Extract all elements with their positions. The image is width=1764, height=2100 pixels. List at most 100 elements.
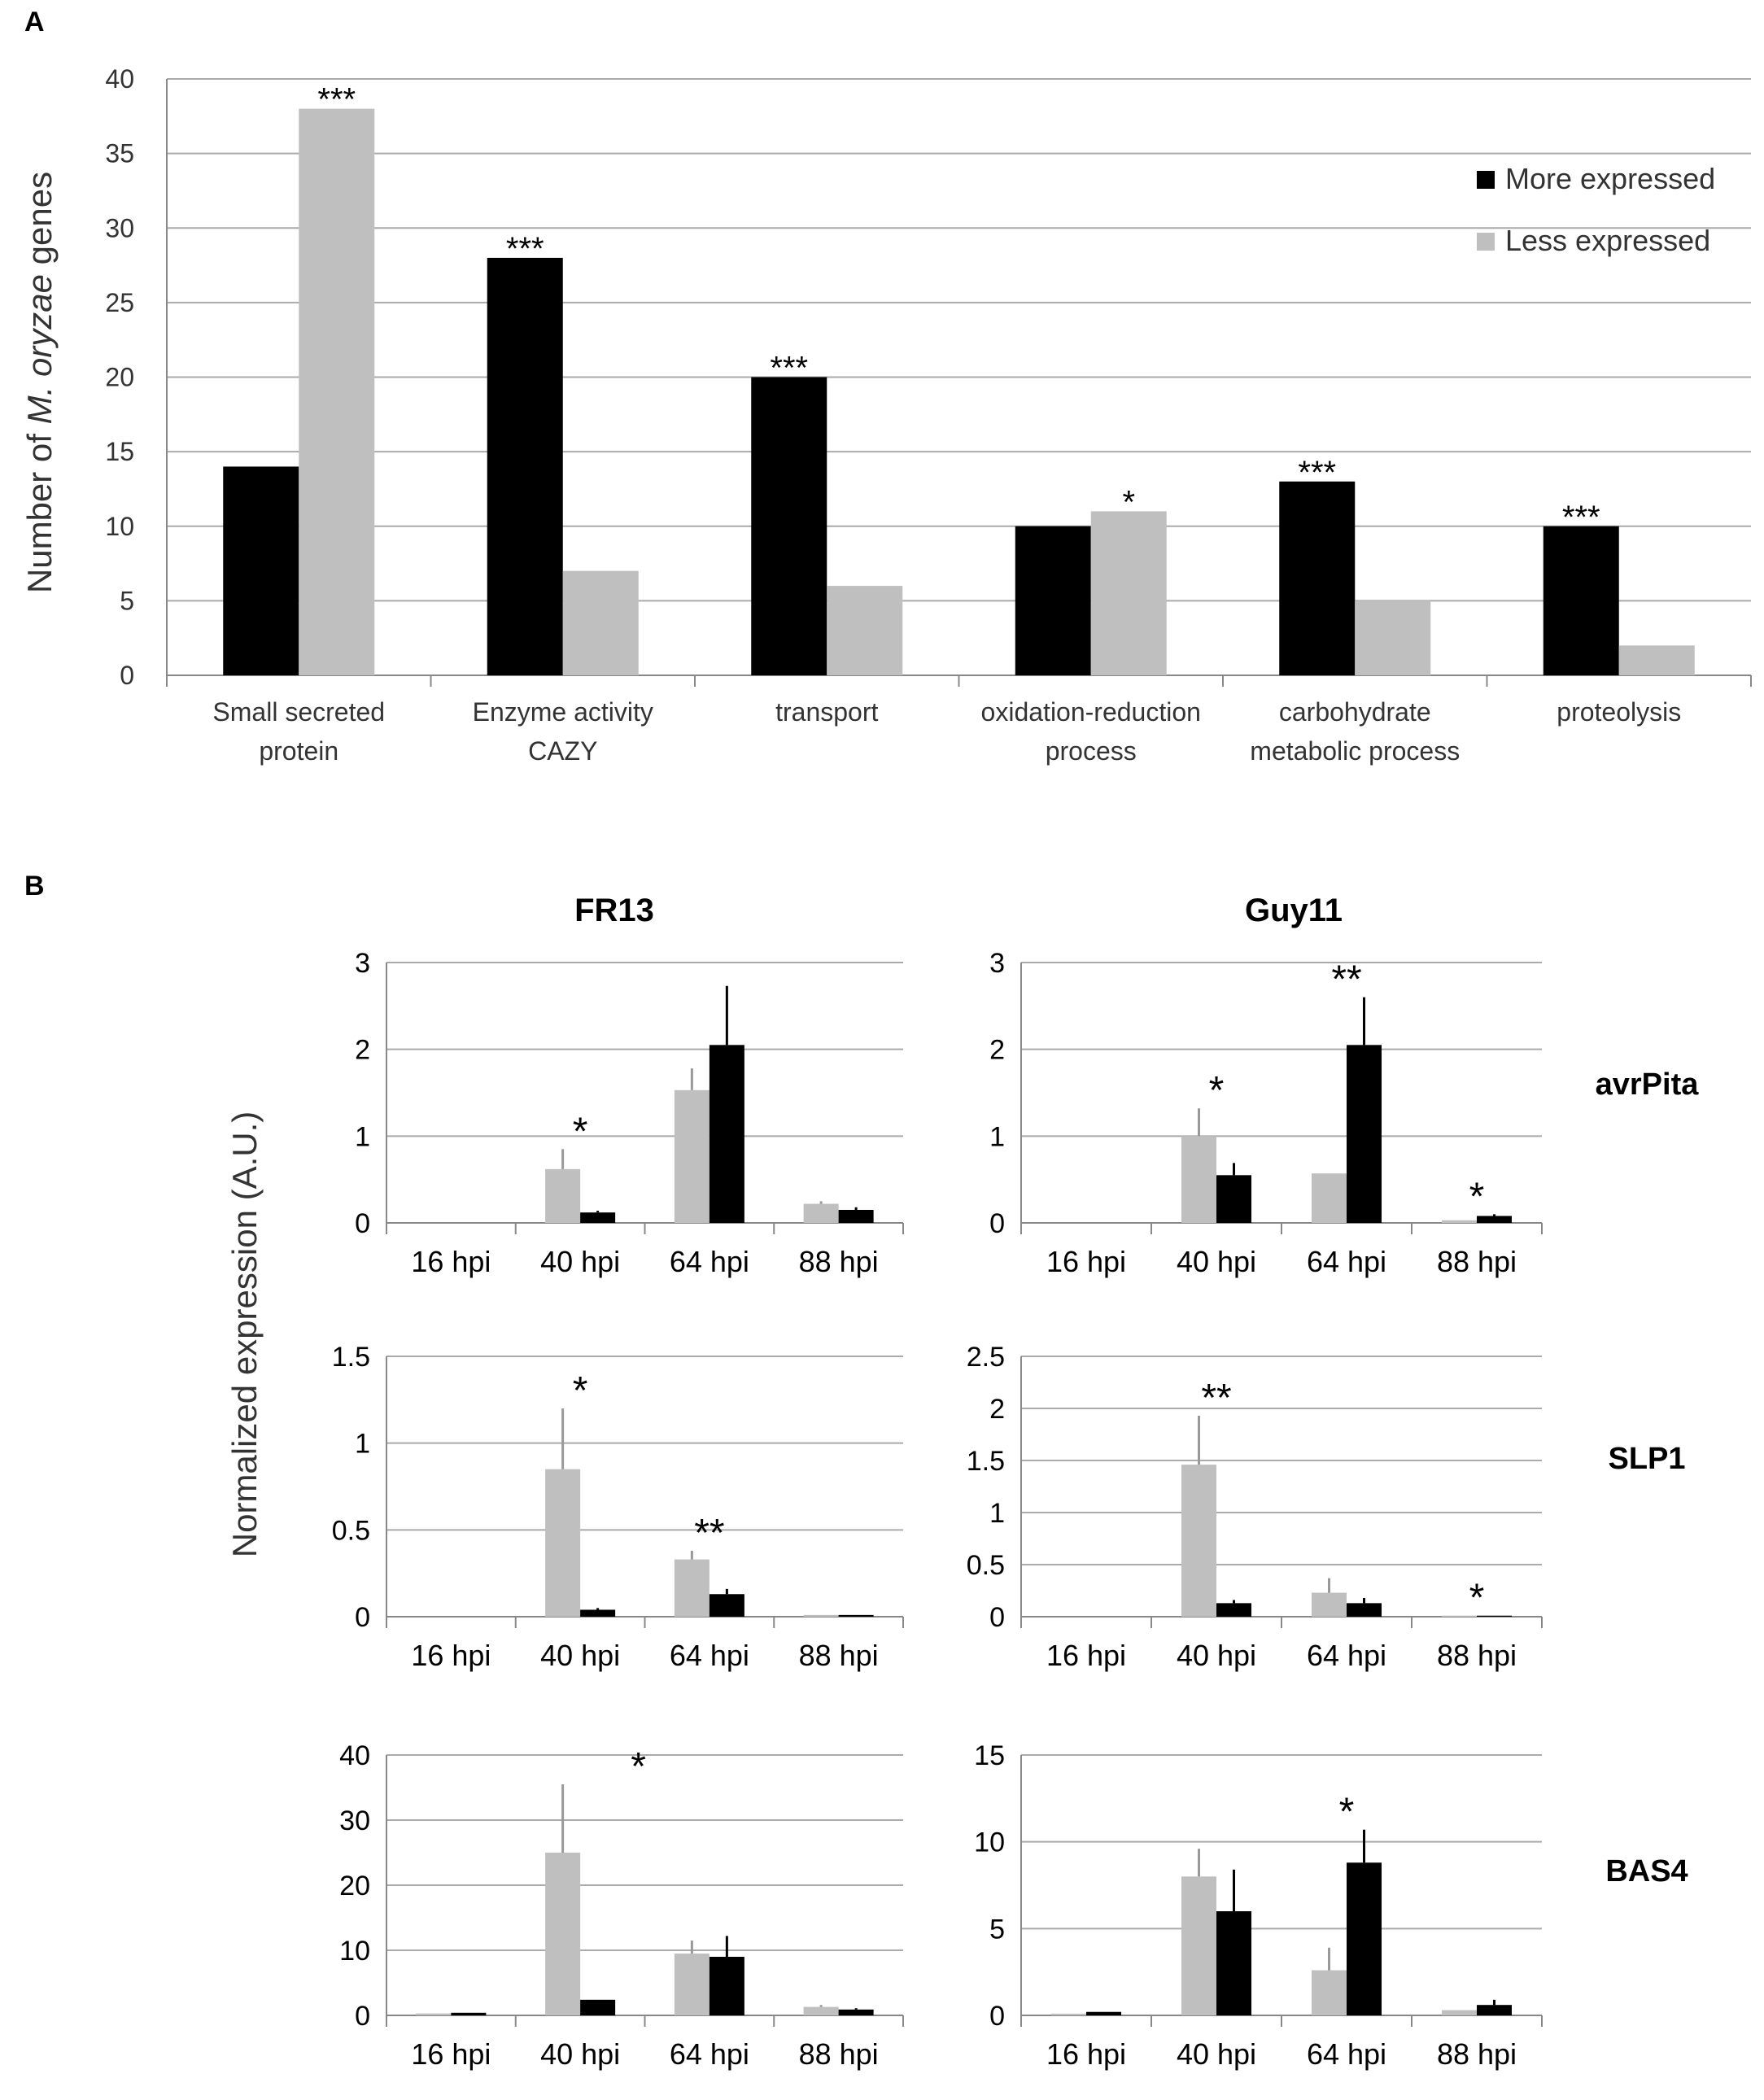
a-category-label: oxidation-reduction <box>981 697 1201 727</box>
a-significance-mark: *** <box>506 231 544 267</box>
b-ytick-label: 10 <box>974 1827 1005 1858</box>
a-ylabel-part: genes <box>20 172 59 274</box>
b-category-label: 16 hpi <box>1046 1245 1126 1278</box>
b-bar-less <box>1442 1615 1477 1617</box>
b-bar-less <box>545 1469 581 1617</box>
b-ytick-label: 0 <box>989 1208 1005 1239</box>
b-bar-less <box>1181 1136 1216 1223</box>
b-bar-less <box>674 1559 710 1617</box>
b-bar-more <box>580 1609 616 1617</box>
b-category-label: 64 hpi <box>670 1639 749 1672</box>
b-bar-less <box>1312 1592 1347 1617</box>
b-category-label: 40 hpi <box>540 1639 620 1672</box>
a-ytick-label: 25 <box>105 288 134 317</box>
panel-b-label: B <box>24 871 45 902</box>
b-bar-more <box>1216 1175 1251 1223</box>
b-chart-b-fr13-bas4: 0 10 20 30 40 16 hpi 40 hpi 64 hpi 88 hpi * <box>339 1740 904 2071</box>
a-bar-more <box>1279 481 1356 675</box>
row-label-bas4: BAS4 <box>1605 1854 1688 1888</box>
b-chart-b-fr13-slp1: 00.511.516 hpi 40 hpi 64 hpi 88 hpi*** <box>332 1342 904 1672</box>
a-ytick-label: 35 <box>105 139 134 168</box>
b-bar-less <box>545 1853 581 2015</box>
b-category-label: 16 hpi <box>1046 1639 1126 1672</box>
a-significance-mark: *** <box>317 82 356 118</box>
b-ytick-label: 1 <box>989 1498 1005 1529</box>
a-bar-less <box>299 108 375 675</box>
b-bar-less <box>1181 1465 1216 1617</box>
b-ytick-label: 3 <box>989 948 1005 979</box>
a-bar-more <box>1543 526 1619 675</box>
b-chart-b-guy11-slp1: 00.511.522.516 hpi 40 hpi 64 hpi 88 hpi*** <box>967 1342 1543 1672</box>
b-bar-less <box>1312 1970 1347 2015</box>
b-category-label: 16 hpi <box>1046 2037 1126 2071</box>
a-bar-more <box>751 377 827 675</box>
a-category-label: proteolysis <box>1557 697 1681 727</box>
b-chart-b-fr13-avrpita: 0 1 2 3 16 hpi 40 hpi 64 hpi 88 hpi * <box>355 948 904 1278</box>
b-bar-more <box>1347 1603 1382 1617</box>
b-category-label: 16 hpi <box>411 1639 491 1672</box>
a-significance-mark: *** <box>1298 455 1336 491</box>
b-ytick-label: 10 <box>339 1936 370 1967</box>
a-significance-mark: *** <box>770 351 808 386</box>
b-ytick-label: 0 <box>355 2001 370 2032</box>
b-bar-less <box>1312 1173 1347 1223</box>
b-bar-more <box>1347 1862 1382 2015</box>
a-legend-label: More expressed <box>1505 162 1715 195</box>
b-ytick-label: 5 <box>989 1914 1005 1945</box>
a-bar-more <box>487 257 563 675</box>
b-ytick-label: 30 <box>339 1805 370 1836</box>
b-significance-mark: * <box>1209 1069 1225 1112</box>
a-bar-more <box>223 466 299 675</box>
a-ylabel-part: M. oryzae <box>20 274 59 424</box>
b-significance-mark: * <box>573 1110 588 1153</box>
b-category-label: 88 hpi <box>799 1245 879 1278</box>
b-category-label: 64 hpi <box>1307 2037 1386 2071</box>
panel-a-label: A <box>24 7 45 37</box>
a-bar-less <box>827 586 903 675</box>
b-ytick-label: 2.5 <box>967 1342 1005 1373</box>
b-bar-more <box>580 1212 616 1223</box>
b-category-label: 88 hpi <box>1437 1639 1517 1672</box>
b-bar-less <box>1181 1876 1216 2015</box>
b-bar-more <box>1477 2005 1512 2015</box>
b-category-label: 16 hpi <box>411 1245 491 1278</box>
b-bar-more <box>709 1045 744 1223</box>
b-ytick-label: 0.5 <box>332 1515 370 1546</box>
b-bar-more <box>838 1210 874 1223</box>
b-bar-more <box>1347 1045 1382 1223</box>
a-ylabel: Number of M. oryzae genes <box>20 172 59 593</box>
a-legend-label: Less expressed <box>1505 224 1710 257</box>
panel-b-title-fr13: FR13 <box>574 893 654 928</box>
b-bar-less <box>1442 1220 1477 1223</box>
b-bar-more <box>838 2009 874 2015</box>
b-category-label: 16 hpi <box>411 2037 491 2071</box>
b-bar-more <box>1216 1603 1251 1617</box>
b-category-label: 88 hpi <box>1437 1245 1517 1278</box>
a-bar-less <box>1618 645 1695 675</box>
panel-b-title-guy11: Guy11 <box>1245 893 1343 928</box>
b-bar-more <box>709 1594 744 1617</box>
b-bar-less <box>1051 2013 1086 2015</box>
a-ytick-label: 10 <box>105 512 134 541</box>
a-significance-mark: * <box>1122 484 1135 520</box>
a-ytick-label: 0 <box>120 661 134 690</box>
a-category-label: carbohydrate <box>1279 697 1431 727</box>
a-category-label: Enzyme activity <box>473 697 653 727</box>
panel-b-ylabel: Normalized expression (A.U.) <box>225 1111 264 1558</box>
b-ytick-label: 15 <box>974 1740 1005 1771</box>
b-bar-less <box>416 2013 452 2015</box>
b-significance-mark: ** <box>1201 1377 1231 1420</box>
a-bar-less <box>562 570 639 675</box>
b-ytick-label: 2 <box>989 1035 1005 1066</box>
a-bar-more <box>1015 526 1091 675</box>
a-legend-swatch-more <box>1477 171 1495 189</box>
b-significance-mark: * <box>631 1745 646 1788</box>
a-ytick-label: 15 <box>105 437 134 466</box>
a-category-label: process <box>1046 736 1137 766</box>
a-ytick-label: 40 <box>105 64 134 94</box>
b-bar-more <box>580 1999 616 2015</box>
a-ylabel-part: Number of <box>20 424 59 593</box>
b-ytick-label: 1 <box>355 1429 370 1460</box>
a-category-label: Small secreted <box>212 697 385 727</box>
